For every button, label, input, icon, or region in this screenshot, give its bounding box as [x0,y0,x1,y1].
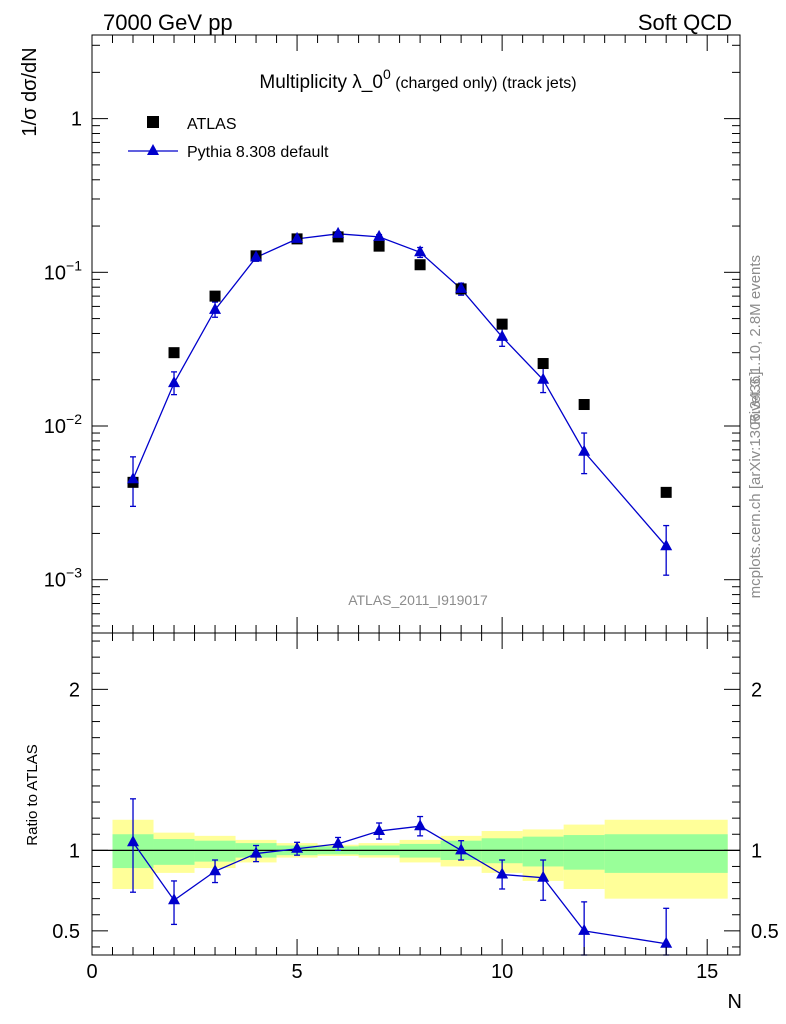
pythia-point [414,245,427,257]
atlas-point [168,347,180,359]
ratio-point [660,936,673,948]
ratio-point [455,843,468,855]
x-tick-label: 0 [86,961,97,983]
atlas-point [496,318,508,330]
ratio-y-tick-label-left: 2 [69,679,80,701]
ratio-y-tick-label-left: 1 [69,840,80,862]
ratio-point [127,835,140,847]
y-tick-label: 1 [71,109,82,131]
ratio-y-tick-label-left: 0.5 [52,921,80,943]
pythia-point [660,539,673,551]
main-y-axis-label: 1/σ dσ/dN [19,47,41,136]
legend: ATLAS Pythia 8.308 default [128,116,329,161]
ratio-point [250,846,263,858]
ratio-point [537,870,550,882]
ratio-inner-band [563,835,605,870]
rivet-version-label: Rivet 3.1.10, 2.8M events [747,255,764,425]
legend-pythia-label: Pythia 8.308 default [187,144,329,161]
main-plot-ticks: 1 10−1 10−2 10−3 [44,35,740,633]
legend-atlas-marker [147,116,159,128]
pythia-point [455,281,468,293]
x-tick-label: 10 [491,961,513,983]
y-tick-label: 10−3 [44,565,82,592]
ratio-plot-ticks: 0 5 10 15 0.5 0.5 1 1 2 2 [52,633,779,983]
pythia-point [332,226,345,238]
x-axis-label: N [728,991,742,1013]
ratio-inner-band [153,839,195,865]
atlas-point [537,358,549,370]
plot-title-suffix: (charged only) (track jets) [391,75,577,92]
y-tick-label: 10−1 [44,257,82,284]
ratio-point [414,819,427,831]
plot-title: Multiplicity λ_00 (charged only) (track … [259,66,576,93]
ratio-uncertainty-bands [92,819,740,899]
pythia-point [250,250,263,262]
atlas-point [660,486,672,498]
legend-atlas-label: ATLAS [187,116,237,133]
pythia-point [127,472,140,484]
ratio-inner-band [194,840,236,862]
atlas-point [209,290,221,302]
x-tick-label: 5 [292,961,303,983]
pythia-point [578,444,591,456]
pythia-point [168,376,181,388]
ratio-plot-panel: 0 5 10 15 0.5 0.5 1 1 2 2 [52,632,779,983]
header-right-label: Soft QCD [638,10,732,35]
ratio-point [168,893,181,905]
header-left-label: 7000 GeV pp [103,10,233,35]
pythia-line [132,233,667,547]
pythia-point [496,329,509,341]
pythia-point [209,302,222,314]
atlas-point [414,259,426,271]
ratio-point [373,824,386,836]
ratio-plot-frame [91,632,741,956]
ratio-y-tick-label-right: 2 [751,679,762,701]
ratio-y-tick-label-right: 1 [751,840,762,862]
ratio-y-tick-label-right: 0.5 [751,921,779,943]
pythia-point [373,229,386,241]
pythia-point [537,372,550,384]
legend-pythia-marker [147,144,159,155]
ratio-point [496,867,509,879]
plot-title-superscript: 0 [383,66,391,82]
plot-title-main: Multiplicity λ_0 [259,72,383,93]
atlas-point [373,240,385,252]
ratio-point [291,841,304,853]
mcplots-label: mcplots.cern.ch [arXiv:1306.3436] [747,372,764,599]
x-tick-label: 15 [696,961,718,983]
atlas-point [578,399,590,411]
y-tick-label: 10−2 [44,411,82,438]
ratio-point [578,923,591,935]
analysis-watermark: ATLAS_2011_I919017 [348,592,488,608]
ratio-point [209,864,222,876]
ratio-y-axis-label: Ratio to ATLAS [24,744,41,845]
pythia-point [291,231,304,243]
ratio-inner-band [604,834,728,873]
ratio-point [332,836,345,848]
